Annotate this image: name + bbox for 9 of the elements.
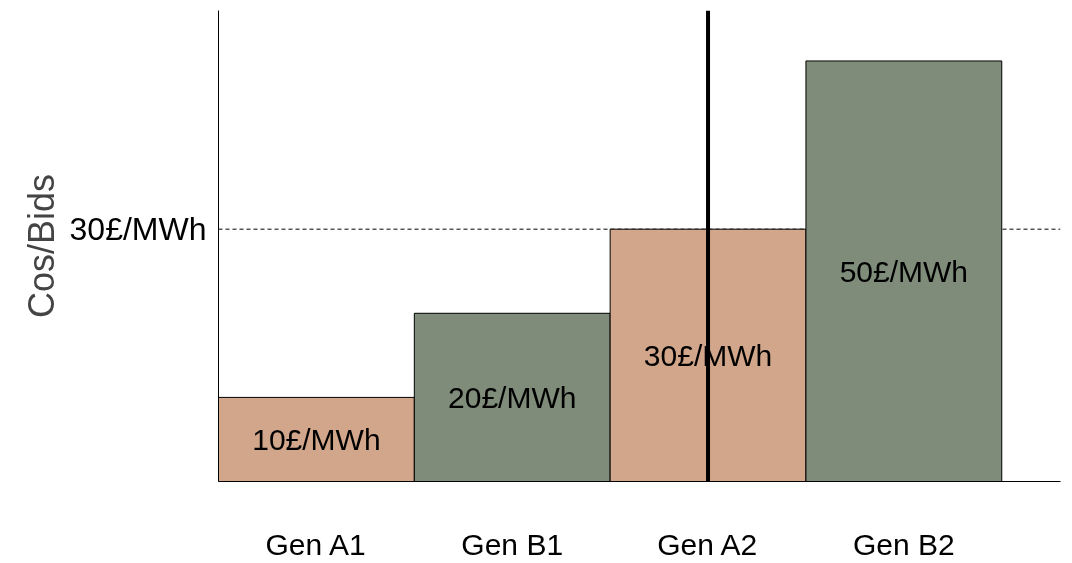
data-label: 50£/MWh [839,254,969,288]
y-axis-title: Cos/Bids [20,173,62,319]
x-tick-label: Gen A1 [265,527,366,561]
ref-line-label: 30£/MWh [69,211,207,248]
x-tick-label: Gen A2 [657,527,758,561]
data-label: 10£/MWh [252,422,381,456]
data-label: 20£/MWh [448,380,577,414]
x-tick-label: Gen B1 [461,527,564,561]
x-tick-label: Gen B2 [852,527,955,561]
